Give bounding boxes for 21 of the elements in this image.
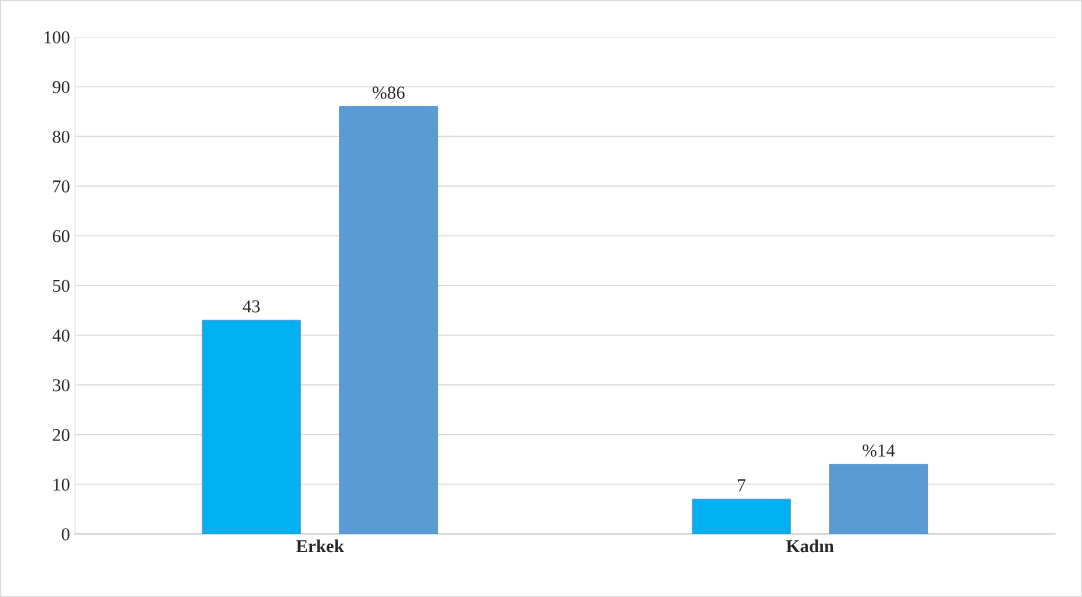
data-label: 7 [738,479,746,492]
data-label: %14 [862,444,895,457]
y-tick-label: 10 [53,478,70,491]
data-label: %86 [372,86,405,99]
y-tick-label: 80 [52,130,70,143]
y-tick-label: 40 [52,329,70,342]
y-tick-label: 30 [52,379,70,392]
y-tick-label: 50 [53,279,70,292]
y-tick-label: 0 [61,528,70,541]
bar [339,106,439,534]
bar [691,498,791,534]
y-tick-label: 60 [52,230,70,243]
y-tick-label: 90 [52,80,70,94]
y-tick-label: 70 [53,180,70,193]
bar [829,464,929,534]
x-tick-label: Kadın [786,539,834,553]
bar [201,319,301,534]
y-tick-label: 20 [52,428,70,442]
data-label: 43 [242,300,260,313]
y-tick-label: 100 [44,31,70,44]
x-tick-label: Erkek [296,539,345,553]
